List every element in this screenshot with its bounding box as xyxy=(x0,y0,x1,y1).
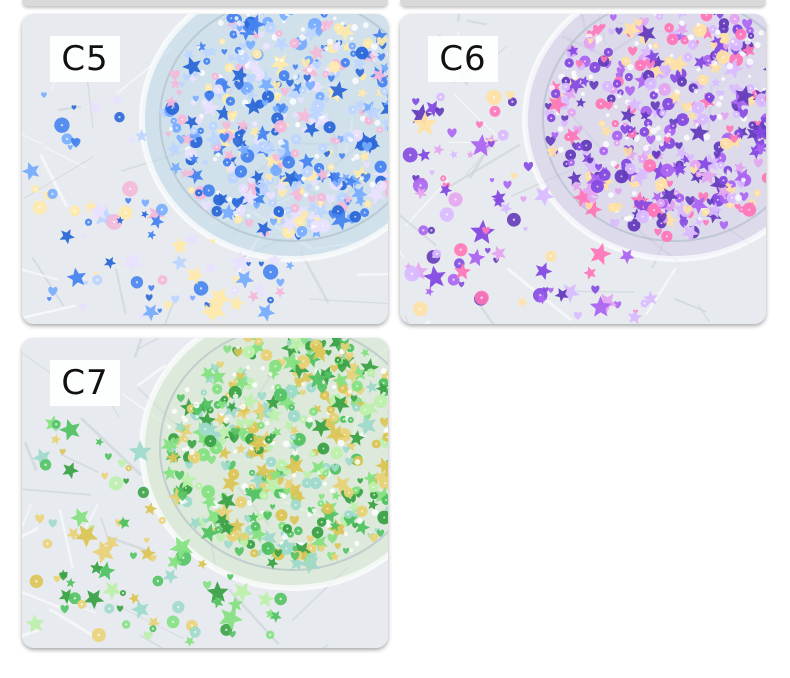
variant-label-box: C6 xyxy=(428,36,498,82)
variant-label: C5 xyxy=(61,39,109,79)
previous-card-edge-right xyxy=(400,0,766,6)
variant-card-c5[interactable]: C5 xyxy=(22,14,388,324)
variant-label: C6 xyxy=(439,39,487,79)
variant-card-c7[interactable]: C7 xyxy=(22,338,388,648)
variant-label-box: C5 xyxy=(50,36,120,82)
sequin-photo-c5 xyxy=(22,14,388,324)
variant-label-box: C7 xyxy=(50,360,120,406)
variant-label: C7 xyxy=(61,363,109,403)
variant-card-c6[interactable]: C6 xyxy=(400,14,766,324)
previous-card-edge-left xyxy=(22,0,388,6)
